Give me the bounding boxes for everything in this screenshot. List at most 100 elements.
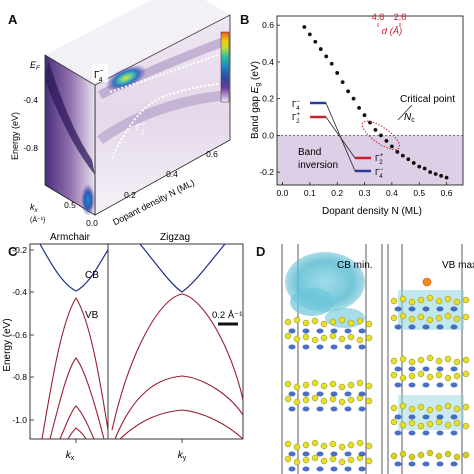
ytick-a-0: -0.4: [23, 95, 38, 105]
cbmin-atom-51: [293, 458, 301, 466]
ytick-b-2: 0.2: [262, 94, 274, 104]
cbmin-atom-23: [311, 379, 319, 387]
vbmax-atom-37: [399, 402, 407, 410]
vbmax-lobe-71: [436, 324, 444, 330]
data-point-24: [433, 172, 438, 176]
vbmax-lobe-85: [422, 414, 430, 420]
vbmax-lobe-80: [422, 382, 430, 388]
plot-c-yticks: [30, 249, 34, 421]
cbmin-lobe-79: [302, 406, 310, 412]
cbmin-atom-9: [365, 320, 373, 328]
label-gamma4-minus: Γ− 4: [92, 64, 108, 84]
arpes-lower-band-dots: [111, 83, 219, 159]
vbmax-atom-46: [399, 421, 407, 429]
band-inversion-label-0: Band: [298, 147, 321, 158]
vbmax-atom-2: [408, 298, 416, 306]
cbmin-lobe-75: [330, 391, 338, 397]
band-inversion-label-1: inversion: [298, 160, 338, 171]
armchair-vb4: [67, 427, 87, 440]
level-link-lower: [325, 116, 356, 159]
vbmax-atom-11: [408, 315, 416, 323]
critical-point-pointer: [397, 104, 413, 121]
vbmax-lobe-84: [408, 414, 416, 420]
vbmax-atom-33: [444, 374, 452, 382]
zigzag-vb1: [111, 293, 244, 431]
armchair-vb1: [41, 296, 109, 440]
vbmax-lobe-90: [422, 430, 430, 436]
vbmax-atom-30: [417, 370, 425, 378]
cbmin-lobe-89: [358, 451, 366, 457]
vbmax-lobe-63: [394, 306, 402, 312]
vbmax-atom-1: [399, 295, 407, 303]
cbmin-atom-36: [338, 398, 346, 406]
cbmin-atom-57: [347, 456, 355, 464]
cbmin-lobe-95: [358, 466, 366, 472]
cbmin-atom-52: [302, 456, 310, 464]
cbmin-lobe-88: [344, 451, 352, 457]
scale-bar-label: 0.2 Å⁻¹: [212, 310, 242, 321]
vbmax-atom-51: [444, 421, 452, 429]
vbmax-atom-0: [390, 297, 398, 305]
cbmin-atom-41: [293, 443, 301, 451]
vbmax-lobe-64: [408, 306, 416, 312]
cbmin-lobe-66: [288, 344, 296, 350]
vb-label: VB: [85, 310, 99, 321]
top-tick-0: 4.8: [372, 12, 385, 22]
cbmin-atom-59: [365, 457, 373, 465]
vbmax-atom-14: [435, 314, 443, 322]
vbmax-atom-50: [435, 418, 443, 426]
vbmax-atom-40: [426, 406, 434, 414]
vbmax-atom-8: [462, 296, 470, 304]
vbmax-label: VB max.: [442, 260, 474, 271]
panel-d: D CB min. VB max.: [256, 244, 474, 474]
cbmin-atom-18: [356, 336, 364, 344]
cbmin-atom-20: [284, 380, 292, 388]
vbmax-atom-47: [408, 419, 416, 427]
cbmin-lobe-84: [288, 451, 296, 457]
xtick-b-5: 0.5: [413, 188, 425, 198]
data-point-18: [400, 153, 405, 158]
cbmin-lobe-62: [316, 328, 324, 334]
plot-b-frame: [276, 15, 464, 186]
cbmin-lobe-94: [344, 466, 352, 472]
vbmax-atom-13: [426, 316, 434, 324]
zigzag-title: Zigzag: [160, 232, 190, 243]
cbmin-atom-33: [311, 394, 319, 402]
cbmin-atom-40: [284, 440, 292, 448]
xtick-b-4: 0.4: [386, 188, 398, 198]
data-point-11: [362, 113, 367, 118]
plot-c-frame: [29, 243, 244, 440]
vbmax-atom-24: [444, 355, 452, 363]
vbmax-lobe-69: [408, 324, 416, 330]
vbmax-atom-62: [462, 451, 470, 459]
panel-b: B 0.0 0.1 0.2 0.3 0.4 0.5 0.6-0.20.00.20.40.6 …: [240, 12, 464, 217]
cbmin-atom-5: [329, 318, 337, 326]
vbmax-atom-10: [399, 312, 407, 320]
vbmax-atoms: [390, 294, 470, 467]
panel-letter-d: D: [256, 244, 265, 259]
panel-a: A EF Energy (eV) -0.4 -0.8 kx (Å⁻¹) 0.5 …: [8, 0, 231, 228]
armchair-vb2: [49, 357, 105, 440]
cbmin-atom-13: [311, 336, 319, 344]
vbmax-lobe-94: [408, 461, 416, 467]
cbmin-atom-39: [365, 397, 373, 405]
data-point-13: [373, 127, 378, 132]
xtick-b-0: 0.0: [277, 188, 289, 198]
vbmax-lobe-89: [408, 430, 416, 436]
data-point-10: [357, 105, 361, 110]
critical-point-label: Critical point: [400, 94, 455, 105]
vbmax-atom-31: [426, 373, 434, 381]
cbmin-atom-0: [284, 318, 292, 326]
cbmin-atoms: [284, 316, 373, 472]
vbmax-atom-29: [408, 372, 416, 380]
vbmax-atom-48: [417, 422, 425, 430]
axis-b-xlabel: Dopant density N (ML): [322, 206, 422, 217]
cbmin-atom-21: [293, 383, 301, 391]
cbmin-atom-10: [284, 332, 292, 340]
vbmax-lobe-70: [422, 324, 430, 330]
cbmin-atom-16: [338, 335, 346, 343]
cbmin-atom-26: [338, 383, 346, 391]
cbmin-atom-55: [329, 455, 337, 463]
cbmin-atom-6: [338, 316, 346, 324]
cbmin-lobe-71: [358, 344, 366, 350]
